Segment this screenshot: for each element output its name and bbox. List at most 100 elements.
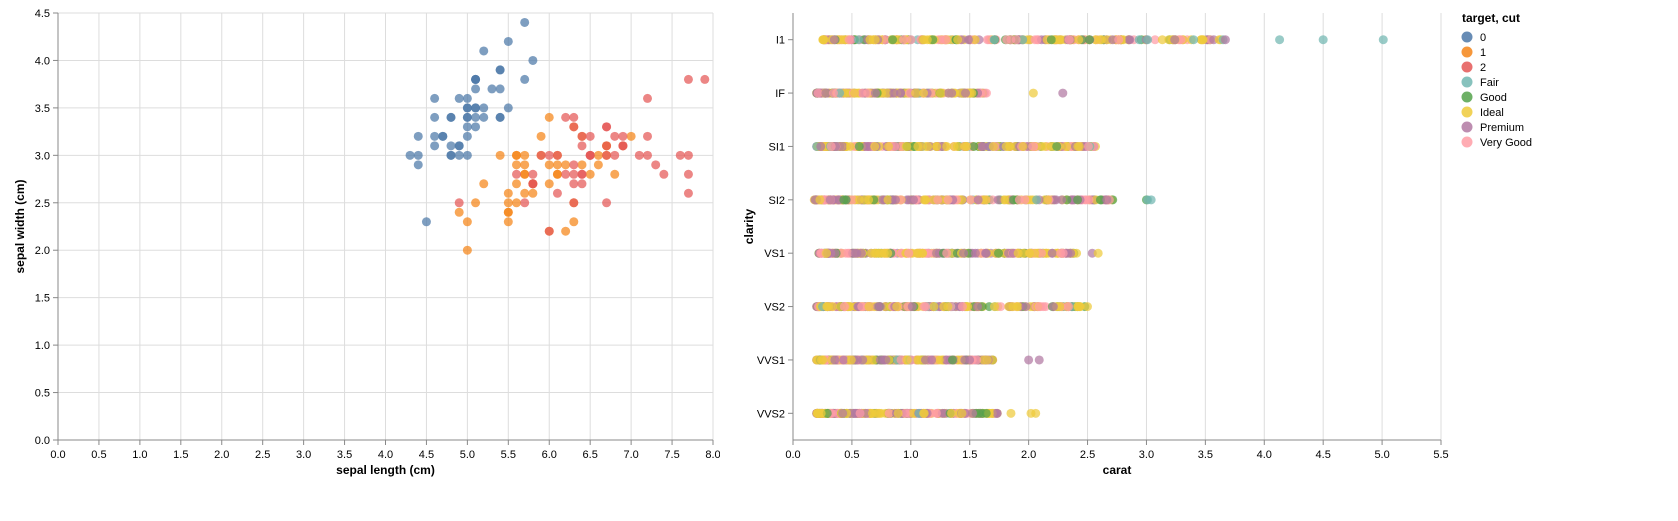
data-point-ideal	[919, 408, 929, 418]
data-point-ideal	[1074, 302, 1084, 312]
x-tick-label: 4.5	[419, 449, 434, 461]
legend-label: Good	[1480, 92, 1507, 104]
data-point-2	[528, 169, 538, 179]
data-point-very-good	[828, 88, 838, 98]
legend-symbol	[1461, 61, 1473, 73]
data-point-2	[520, 198, 530, 208]
data-point-0	[528, 55, 538, 65]
data-point-2	[512, 169, 521, 179]
series-1	[454, 112, 636, 255]
data-point-very-good	[1028, 141, 1038, 151]
y-tick-label: 4.0	[35, 55, 50, 67]
data-point-ideal	[882, 88, 892, 98]
x-tick-label: 1.5	[962, 449, 977, 461]
data-point-premium	[890, 195, 900, 205]
data-point-very-good	[904, 248, 914, 258]
data-point-ideal	[1073, 141, 1083, 151]
data-point-premium	[927, 355, 937, 365]
data-point-very-good	[826, 141, 836, 151]
data-point-ideal	[982, 355, 992, 365]
strip-SI2	[809, 195, 1118, 205]
data-point-very-good	[906, 35, 916, 45]
data-point-1	[462, 245, 472, 255]
data-point-0	[471, 103, 481, 113]
data-point-very-good	[941, 35, 951, 45]
data-point-premium	[1170, 35, 1180, 45]
legend-label: 2	[1480, 62, 1486, 74]
x-tick-label: 2.0	[214, 449, 229, 461]
data-point-premium	[1125, 35, 1135, 45]
data-point-good	[1095, 195, 1105, 205]
data-point-very-good	[942, 248, 952, 258]
data-point-1	[512, 198, 521, 208]
data-point-ideal	[1013, 248, 1023, 258]
data-point-1	[512, 179, 521, 189]
legend-item-0: 0	[1461, 31, 1486, 44]
data-point-premium	[1102, 195, 1112, 205]
data-point-0	[495, 112, 505, 122]
data-point-1	[544, 160, 554, 170]
data-point-premium	[1220, 35, 1230, 45]
data-point-premium	[1057, 195, 1067, 205]
data-point-ideal	[822, 248, 832, 258]
data-point-1	[544, 112, 554, 122]
data-point-very-good	[931, 408, 941, 418]
data-point-0	[454, 150, 464, 160]
data-point-premium	[838, 408, 848, 418]
y-tick-label-VVS1: VVS1	[757, 355, 785, 367]
data-point-ideal	[1006, 408, 1016, 418]
y-tick-label-VS2: VS2	[764, 302, 785, 314]
data-point-premium	[1066, 248, 1076, 258]
x-tick-label: 0.5	[91, 449, 106, 461]
data-point-2	[544, 226, 554, 236]
data-point-2	[528, 179, 538, 189]
data-point-2	[683, 74, 693, 84]
data-point-ideal	[988, 141, 998, 151]
data-point-premium	[852, 248, 862, 258]
data-point-very-good	[1036, 248, 1046, 258]
data-point-2	[610, 131, 620, 141]
data-point-2	[552, 188, 562, 198]
data-point-very-good	[857, 88, 867, 98]
data-point-ideal	[953, 35, 963, 45]
x-tick-label: 5.0	[460, 449, 475, 461]
x-tick-label: 0.0	[785, 449, 800, 461]
x-tick-label: 6.0	[542, 449, 557, 461]
data-point-good	[1084, 35, 1094, 45]
data-point-0	[413, 131, 423, 141]
x-tick-label: 7.5	[664, 449, 679, 461]
data-point-1	[561, 160, 571, 170]
data-point-0	[471, 74, 481, 84]
data-point-fair	[1143, 35, 1153, 45]
strip-I1	[818, 35, 1226, 45]
x-tick-label: 4.0	[1257, 449, 1272, 461]
legend-symbol	[1461, 121, 1473, 133]
x-tick-label: 6.5	[583, 449, 598, 461]
legend-symbol	[1461, 136, 1473, 148]
series-0	[405, 17, 538, 227]
data-point-premium	[1024, 355, 1034, 365]
data-point-0	[446, 150, 456, 160]
data-point-ideal	[859, 195, 869, 205]
legend-item-2: 2	[1461, 61, 1486, 74]
data-point-0	[413, 150, 423, 160]
data-point-very-good	[896, 355, 906, 365]
legend-item-ideal: Ideal	[1461, 106, 1504, 119]
data-point-2	[454, 198, 464, 208]
data-point-premium	[873, 302, 883, 312]
data-point-2	[602, 122, 612, 132]
iris-scatter-chart: 0.0 0.5 1.0 1.5 2.0 2.5 3.0 3.5 4.0 4.5 5.0 5.5 6.0 6…	[13, 8, 720, 477]
data-point-very-good	[848, 195, 858, 205]
data-point-ideal	[1037, 141, 1047, 151]
y-tick-label: 2.0	[35, 245, 50, 257]
data-point-good	[1073, 195, 1083, 205]
data-point-1	[479, 179, 489, 189]
legend-symbol	[1461, 46, 1473, 58]
data-point-1	[520, 160, 530, 170]
data-point-ideal	[1000, 195, 1010, 205]
data-point-0	[471, 122, 481, 132]
data-point-ideal	[902, 355, 912, 365]
data-point-2	[675, 150, 685, 160]
x-axis-title: carat	[1103, 463, 1132, 477]
